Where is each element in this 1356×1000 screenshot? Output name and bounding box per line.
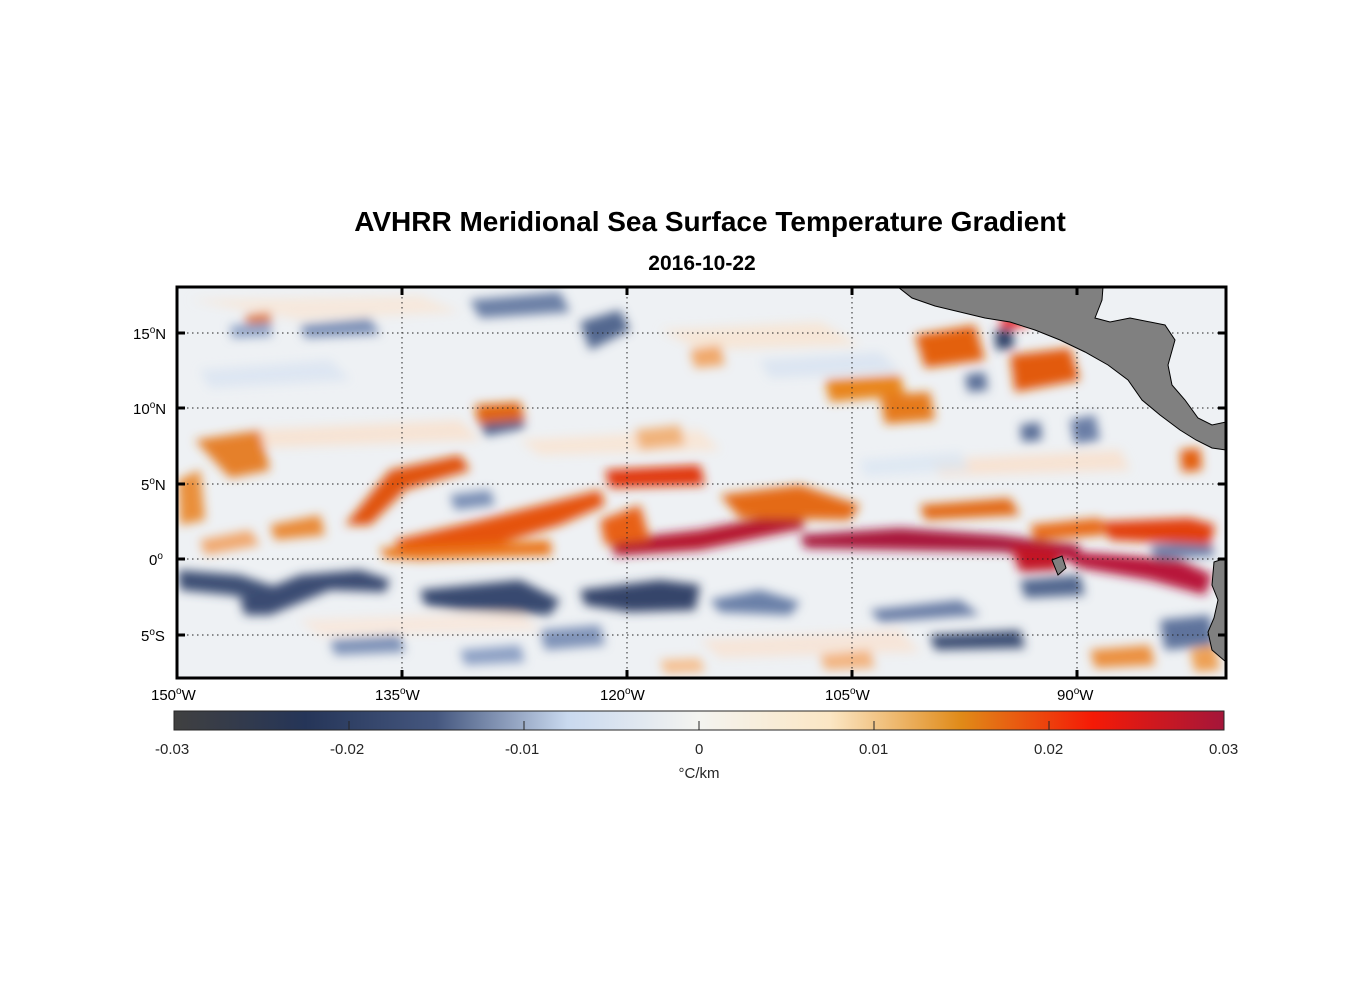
colorbar-tick-label: 0: [695, 741, 704, 758]
lat-tick-label: 10oN: [133, 400, 167, 418]
colorbar-unit: °C/km: [678, 765, 720, 782]
lon-tick-label: 90oW: [1057, 686, 1094, 704]
map-area: [177, 287, 1226, 678]
lon-tick-label: 105oW: [825, 686, 870, 704]
colorbar-tick-label: 0.01: [859, 741, 889, 758]
gradient-field: [178, 292, 1220, 674]
chart-title: AVHRR Meridional Sea Surface Temperature…: [354, 206, 1066, 237]
colorbar-ticks: [348, 721, 1050, 730]
lat-tick-label: 0o: [149, 551, 163, 569]
chart-subtitle: 2016-10-22: [648, 252, 756, 275]
lon-tick-label: 150oW: [151, 686, 196, 704]
colorbar-tick-label: 0.03: [1209, 741, 1239, 758]
colorbar-tick-label: -0.01: [505, 741, 540, 758]
lat-tick-label: 5oN: [141, 476, 166, 494]
colorbar-tick-label: -0.02: [330, 741, 365, 758]
lat-tick-label: 5oS: [141, 627, 165, 645]
colorbar-tick-label: -0.03: [155, 741, 190, 758]
lon-tick-label: 135oW: [375, 686, 420, 704]
map-grid: [177, 287, 1226, 678]
map-ticks: [177, 287, 1226, 678]
lat-tick-label: 15oN: [133, 325, 167, 343]
lon-tick-label: 120oW: [600, 686, 645, 704]
colorbar-tick-label: 0.02: [1034, 741, 1064, 758]
